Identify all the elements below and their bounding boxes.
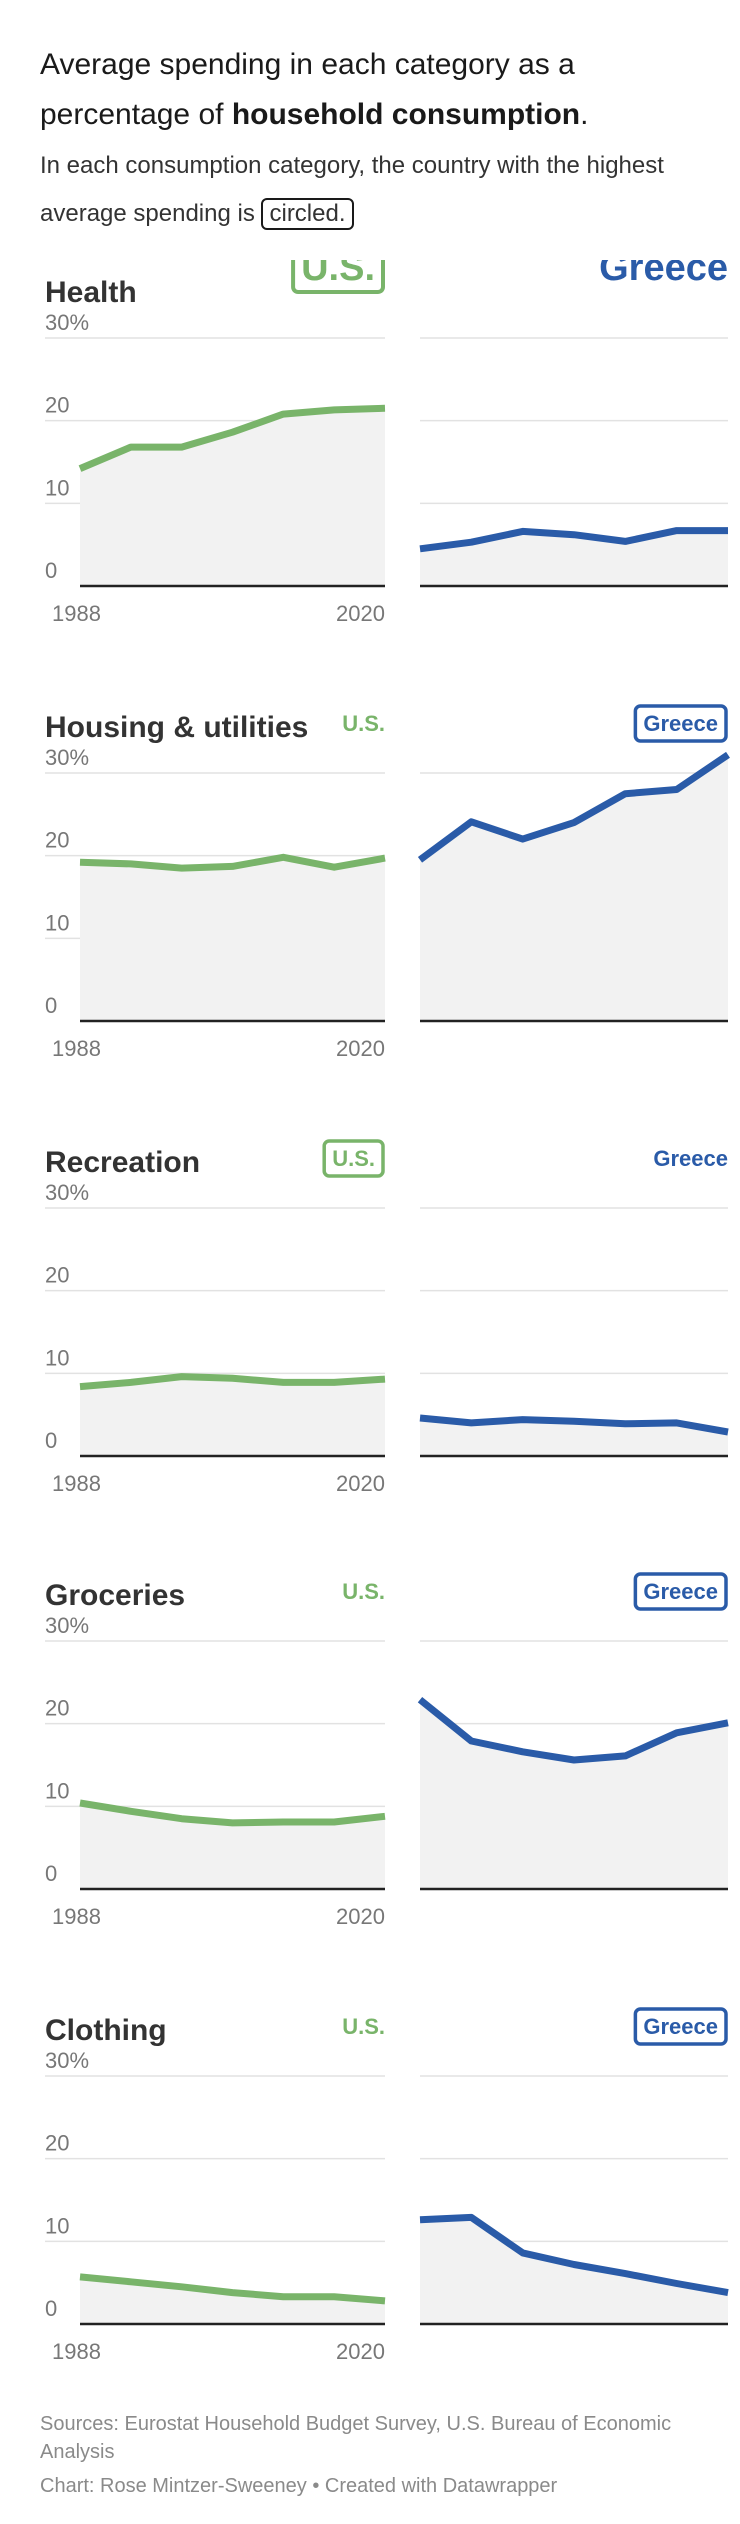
category-title: Health — [45, 276, 137, 309]
panel-svg: Groceries 0 10 20 30% 1988 2020 U.S. Greece — [45, 1572, 729, 1929]
y-tick-label: 30% — [45, 1613, 89, 1638]
us-area — [80, 1376, 385, 1456]
panel-svg: Housing & utilities 0 10 20 30% 1988 2020 U.S. G… — [45, 704, 730, 1061]
x-tick-label: 1988 — [52, 2339, 101, 2364]
greece-series-line — [419, 1414, 729, 1436]
chart-title: Average spending in each category as a p… — [40, 40, 700, 140]
x-tick-label: 1988 — [52, 1036, 101, 1061]
us-series-line — [79, 853, 386, 872]
chart-header: Average spending in each category as a p… — [40, 40, 700, 238]
y-tick-label: 10 — [45, 1345, 69, 1370]
greece-country-label: Greece — [643, 2014, 718, 2039]
category-panel-recreation: Recreation 0 10 20 30% 1988 2020 U.S. Greece — [0, 1130, 740, 1550]
x-tick-label: 2020 — [336, 2339, 385, 2364]
title-bold-text: household consumption — [231, 98, 581, 131]
y-tick-label: 20 — [45, 828, 69, 853]
x-tick-label: 1988 — [52, 601, 101, 626]
chart-subtitle: In each consumption category, the countr… — [40, 142, 700, 238]
title-end: . — [580, 98, 589, 131]
panel-svg: Recreation 0 10 20 30% 1988 2020 U.S. Greece — [45, 1139, 729, 1496]
y-tick-label: 0 — [45, 993, 57, 1018]
category-panel-housing-utilities: Housing & utilities 0 10 20 30% 1988 2020 U.S. G… — [0, 695, 740, 1115]
winner-circle — [633, 2007, 728, 2046]
us-country-label: U.S. — [342, 1579, 385, 1604]
y-tick-label: 30% — [45, 1180, 89, 1205]
credit-note: Chart: Rose Mintzer-Sweeney • Created wi… — [40, 2475, 558, 2497]
category-title: Clothing — [45, 2014, 167, 2047]
category-panel-health: Health 0 10 20 30% 1988 2020 U.S. Greece — [0, 260, 740, 680]
us-country-label: U.S. — [332, 1146, 375, 1171]
x-tick-label: 2020 — [336, 601, 385, 626]
winner-circle — [633, 704, 728, 743]
winner-circle — [291, 260, 385, 294]
y-tick-label: 10 — [45, 910, 69, 935]
greece-country-label: Greece — [653, 1146, 728, 1171]
greece-country-label: Greece — [599, 260, 728, 289]
greece-country-label: Greece — [643, 1579, 718, 1604]
x-tick-label: 2020 — [336, 1904, 385, 1929]
category-panel-groceries: Groceries 0 10 20 30% 1988 2020 U.S. Greece — [0, 1563, 740, 1983]
us-series-line — [79, 1373, 386, 1391]
us-country-label: U.S. — [342, 711, 385, 736]
x-tick-label: 2020 — [336, 1471, 385, 1496]
greece-area — [420, 1418, 728, 1456]
sources-note: Sources: Eurostat Household Budget Surve… — [40, 2413, 672, 2463]
us-country-label: U.S. — [342, 2014, 385, 2039]
us-area — [80, 857, 385, 1021]
greece-area — [420, 2217, 728, 2324]
greece-area — [420, 754, 728, 1021]
category-panel-clothing: Clothing 0 10 20 30% 1988 2020 U.S. Greece — [0, 1998, 740, 2418]
y-tick-label: 0 — [45, 1428, 57, 1453]
circled-example: circled. — [261, 198, 354, 230]
winner-circle — [322, 1139, 385, 1178]
greece-area — [420, 1699, 728, 1889]
panel-svg: Clothing 0 10 20 30% 1988 2020 U.S. Greece — [45, 2007, 729, 2364]
greece-area — [420, 530, 728, 586]
y-tick-label: 20 — [45, 1263, 69, 1288]
us-area — [80, 1803, 385, 1889]
title-text: Average spending in each category as a p… — [40, 48, 575, 131]
x-tick-label: 2020 — [336, 1036, 385, 1061]
us-area — [80, 408, 385, 586]
y-tick-label: 30% — [45, 2048, 89, 2073]
y-tick-label: 20 — [45, 2131, 69, 2156]
y-tick-label: 10 — [45, 1778, 69, 1803]
us-series-line — [79, 1799, 386, 1827]
us-country-label: U.S. — [301, 260, 375, 289]
greece-country-label: Greece — [643, 711, 718, 736]
y-tick-label: 10 — [45, 475, 69, 500]
category-title: Housing & utilities — [45, 711, 308, 744]
greece-series-line — [417, 1696, 729, 1764]
greece-series-line — [419, 2213, 729, 2297]
x-tick-label: 1988 — [52, 1471, 101, 1496]
chart-footer: Sources: Eurostat Household Budget Surve… — [40, 2410, 700, 2506]
us-area — [80, 2276, 385, 2324]
subtitle-text: In each consumption category, the countr… — [40, 152, 664, 227]
y-tick-label: 0 — [45, 2296, 57, 2321]
category-title: Groceries — [45, 1579, 185, 1612]
y-tick-label: 30% — [45, 745, 89, 770]
us-series-line — [78, 404, 386, 472]
y-tick-label: 0 — [45, 558, 57, 583]
us-series-line — [79, 2273, 386, 2305]
greece-series-line — [419, 527, 728, 553]
greece-series-line — [417, 751, 730, 863]
panel-svg: Health 0 10 20 30% 1988 2020 U.S. Greece — [45, 260, 728, 626]
y-tick-label: 20 — [45, 393, 69, 418]
x-tick-label: 1988 — [52, 1904, 101, 1929]
y-tick-label: 10 — [45, 2213, 69, 2238]
y-tick-label: 30% — [45, 310, 89, 335]
winner-circle — [633, 1572, 728, 1611]
category-title: Recreation — [45, 1146, 200, 1179]
y-tick-label: 0 — [45, 1861, 57, 1886]
y-tick-label: 20 — [45, 1696, 69, 1721]
